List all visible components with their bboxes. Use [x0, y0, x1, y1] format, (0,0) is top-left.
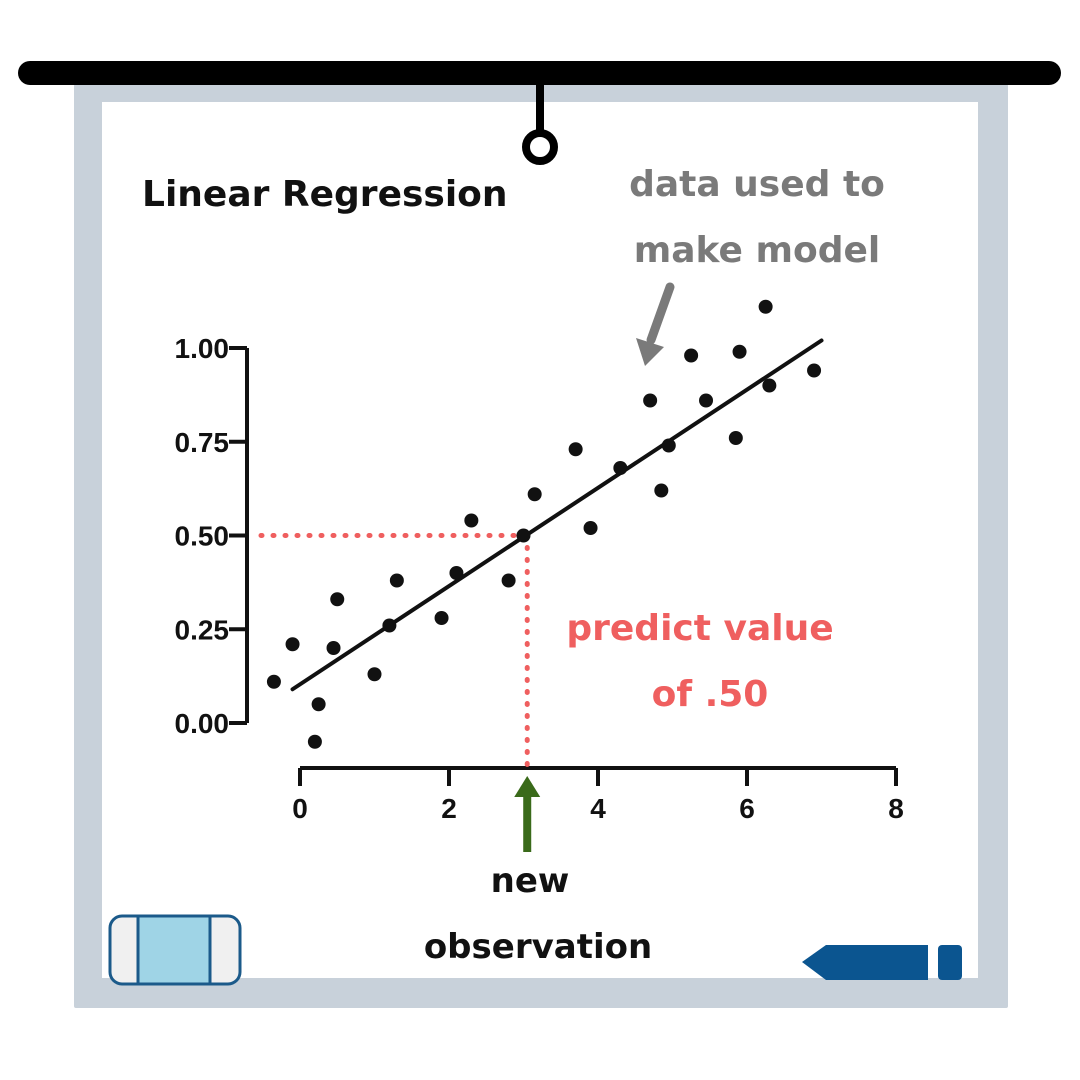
- marker-icon[interactable]: [802, 945, 962, 980]
- data-point: [367, 667, 382, 682]
- regression-line-group: [290, 338, 824, 692]
- data-point: [758, 299, 773, 314]
- data-point: [516, 528, 531, 543]
- data-point: [285, 637, 300, 652]
- y-tick-label: 0.25: [175, 614, 230, 645]
- y-tick-label: 0.75: [175, 427, 230, 458]
- eraser-icon[interactable]: [108, 914, 242, 986]
- regression-line: [290, 338, 824, 692]
- data-points: [266, 299, 822, 749]
- data-point: [464, 513, 479, 528]
- prediction-guides: [258, 533, 530, 771]
- model-data-note-line2: make model: [634, 230, 881, 271]
- data-point: [266, 674, 281, 689]
- data-point: [762, 378, 777, 393]
- data-point: [699, 393, 714, 408]
- model-data-note-line1: data used to: [629, 164, 885, 205]
- prediction-note-line1: predict value: [566, 608, 833, 649]
- x-tick-label: 2: [441, 793, 457, 824]
- y-tick-label: 1.00: [175, 333, 230, 364]
- new-observation-label-line1: new: [491, 861, 570, 901]
- hanger-ring-icon: [522, 82, 558, 165]
- data-point: [807, 363, 822, 378]
- data-point: [568, 442, 583, 457]
- arrow-shaft: [523, 790, 532, 852]
- data-point: [654, 483, 669, 498]
- x-tick-label: 8: [888, 793, 904, 824]
- x-tick-label: 0: [292, 793, 308, 824]
- prediction-note-line2: of .50: [652, 674, 769, 715]
- x-tick-label: 6: [739, 793, 755, 824]
- note-arrow-icon: [636, 282, 675, 366]
- chart-title: Linear Regression: [142, 174, 508, 215]
- data-point: [583, 521, 598, 535]
- data-point: [434, 611, 449, 625]
- data-point: [732, 344, 747, 359]
- data-point: [382, 618, 397, 633]
- y-tick-label: 0.50: [175, 521, 230, 552]
- data-point: [684, 348, 699, 363]
- data-point: [307, 734, 322, 749]
- data-point: [326, 641, 341, 655]
- data-point: [389, 573, 404, 588]
- data-point: [449, 566, 464, 580]
- data-point: [527, 487, 542, 502]
- data-point: [728, 431, 743, 445]
- data-point: [311, 697, 326, 712]
- new-observation-label-line2: observation: [424, 927, 652, 967]
- data-point: [661, 438, 676, 453]
- data-point: [501, 573, 516, 588]
- whiteboard-rail-icon: [18, 61, 1061, 85]
- y-tick-label: 0.00: [175, 708, 230, 739]
- data-point: [330, 592, 345, 607]
- x-tick-label: 4: [590, 793, 606, 824]
- chart-axes: 0.00 0.25 0.50 0.75 1.00 0 2 4 6 8: [175, 333, 904, 824]
- data-point: [613, 461, 628, 475]
- data-point: [643, 393, 658, 408]
- new-observation-arrow: [514, 776, 541, 852]
- arrow-head: [514, 776, 541, 797]
